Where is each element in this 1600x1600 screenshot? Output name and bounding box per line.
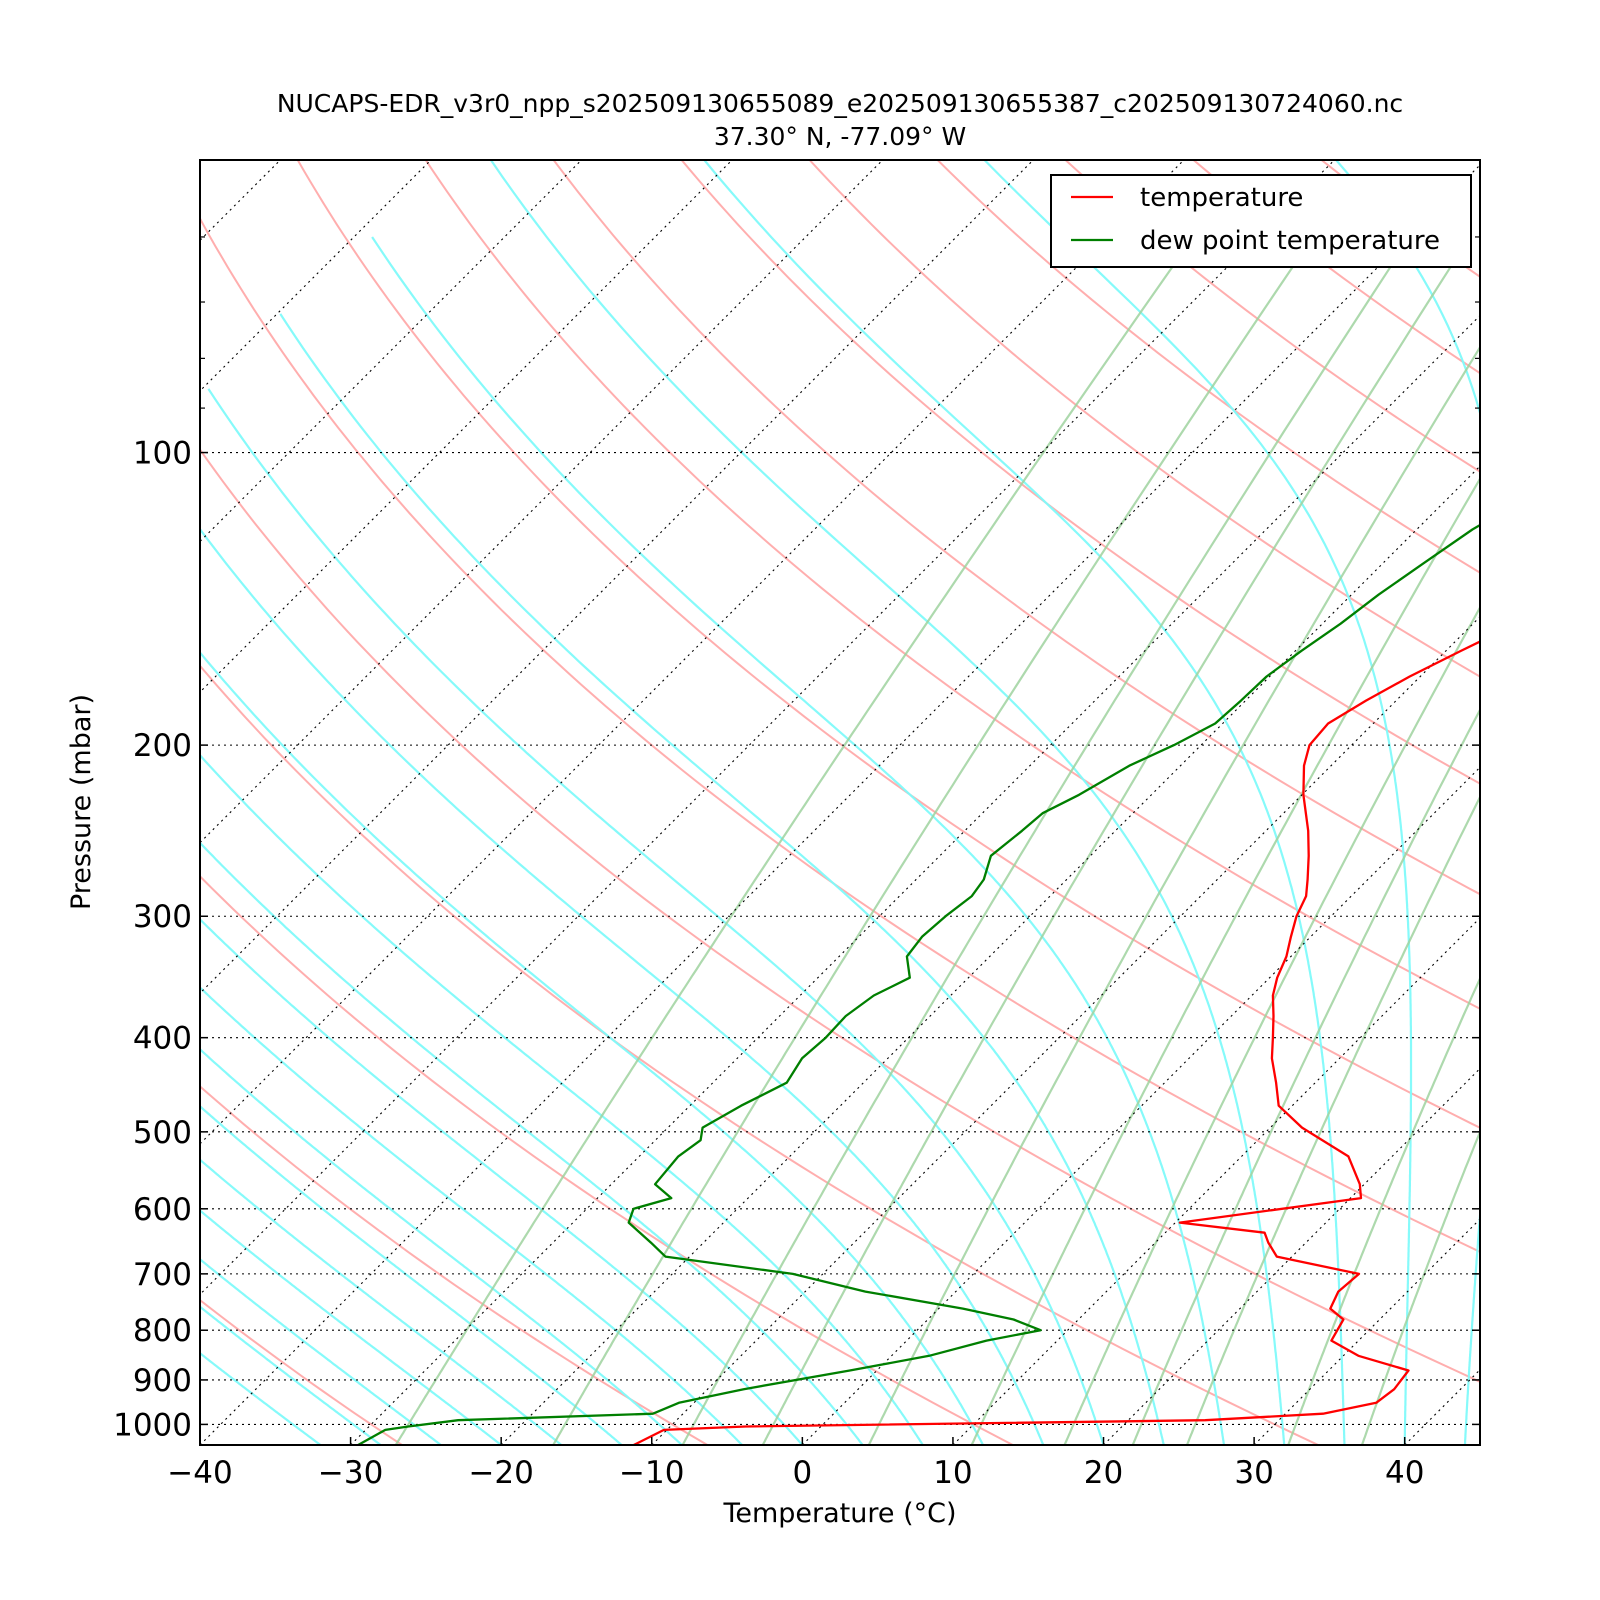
moist-adiabat — [703, 160, 1346, 1445]
isotherm-gridline — [200, 160, 432, 392]
mixing-ratio-line — [1185, 794, 1480, 1445]
isotherm-gridline — [200, 160, 281, 242]
y-tick-label: 300 — [133, 899, 192, 935]
moist-adiabat — [200, 1305, 382, 1445]
dry-adiabat — [1064, 160, 1480, 473]
moist-adiabat — [200, 1257, 442, 1445]
dry-adiabat — [680, 160, 1480, 785]
y-tick-label: 200 — [133, 728, 192, 764]
moist-adiabat — [279, 313, 1165, 1445]
temperature-line — [633, 640, 1480, 1445]
legend-label-dew-point: dew point temperature — [1140, 226, 1440, 256]
series-lines — [357, 523, 1480, 1445]
grid-lines — [200, 160, 1600, 1445]
isotherm-gridline — [1253, 1218, 1480, 1445]
legend: temperature dew point temperature — [1050, 174, 1472, 268]
x-tick-label: 10 — [933, 1455, 972, 1491]
dry-adiabat — [552, 160, 1480, 896]
isotherm-gridline — [350, 314, 1480, 1445]
mixing-ratio-line — [1360, 1129, 1480, 1445]
dry-adiabat — [200, 664, 1319, 1445]
mixing-ratio-line — [1063, 605, 1480, 1445]
x-axis-label: Temperature (°C) — [722, 1498, 956, 1529]
x-tick-label: −20 — [468, 1455, 533, 1491]
y-tick-label: 900 — [133, 1363, 192, 1399]
mixing-ratio-line — [761, 236, 1471, 1445]
dry-adiabat — [200, 1085, 708, 1445]
moist-adiabat — [489, 160, 1286, 1445]
isotherm-gridline — [952, 917, 1480, 1445]
isotherm-gridline — [200, 164, 1480, 1445]
y-tick-label: 1000 — [113, 1407, 192, 1443]
y-tick-label: 400 — [133, 1021, 192, 1057]
moist-adiabat — [200, 753, 924, 1445]
chart-subtitle: 37.30° N, -77.09° W — [714, 122, 966, 151]
isotherm-gridline — [200, 160, 1185, 1145]
legend-box — [1050, 174, 1472, 268]
x-tick-label: −30 — [318, 1455, 383, 1491]
isotherm-gridline — [1555, 160, 1600, 1445]
y-tick-label: 800 — [133, 1313, 192, 1349]
isotherm-gridline — [1103, 1067, 1480, 1445]
isotherm-gridline — [200, 160, 733, 693]
moist-adiabat — [200, 1047, 683, 1445]
mixing-ratio-line — [1131, 707, 1480, 1445]
dry-adiabat — [200, 447, 1480, 1383]
moist-adiabat — [371, 236, 1226, 1445]
moist-adiabat — [200, 527, 1045, 1445]
dry-adiabat — [296, 160, 1480, 1129]
moist-adiabat — [200, 986, 743, 1445]
x-tick-label: 40 — [1385, 1455, 1424, 1491]
mixing-ratio-line — [552, 236, 1314, 1445]
dry-adiabat — [424, 160, 1480, 1010]
x-tick-label: −10 — [619, 1455, 684, 1491]
background-lines — [200, 160, 1480, 1445]
moist-adiabat — [1335, 160, 1480, 1445]
moist-adiabat — [200, 841, 864, 1445]
legend-label-temperature: temperature — [1140, 183, 1303, 213]
x-tick-label: 0 — [792, 1455, 812, 1491]
dew-point-line — [357, 523, 1480, 1445]
moist-adiabat — [200, 1158, 563, 1445]
y-axis-label: Pressure (mbar) — [66, 694, 97, 910]
dry-adiabat — [936, 160, 1480, 574]
mixing-ratio-line — [394, 236, 1195, 1445]
isotherm-gridline — [1404, 1368, 1480, 1445]
chart-title: NUCAPS-EDR_v3r0_npp_s202509130655089_e20… — [277, 89, 1403, 118]
moist-adiabat — [200, 1351, 322, 1445]
x-tick-label: 30 — [1234, 1455, 1273, 1491]
isotherm-gridline — [200, 160, 884, 844]
x-tick-label: −40 — [167, 1455, 232, 1491]
dry-adiabat — [808, 160, 1480, 678]
dry-adiabat — [200, 216, 1480, 1254]
y-tick-label: 700 — [133, 1257, 192, 1293]
y-tick-label: 500 — [133, 1115, 192, 1151]
moist-adiabat — [207, 388, 1105, 1445]
moist-adiabat — [200, 650, 985, 1445]
mixing-ratio-line — [681, 236, 1412, 1445]
plot-frame — [199, 159, 1481, 1446]
x-tick-label: 20 — [1084, 1455, 1123, 1491]
moist-adiabat — [200, 1209, 502, 1445]
dry-adiabat — [200, 874, 1014, 1445]
mixing-ratio-line — [1287, 975, 1480, 1445]
moist-adiabat — [200, 1104, 623, 1445]
y-tick-label: 100 — [133, 436, 192, 472]
isotherm-gridline — [651, 615, 1480, 1445]
mixing-ratio-line — [867, 345, 1480, 1445]
isotherm-gridline — [200, 160, 1335, 1296]
moist-adiabat — [983, 160, 1413, 1445]
y-tick-label: 600 — [133, 1192, 192, 1228]
